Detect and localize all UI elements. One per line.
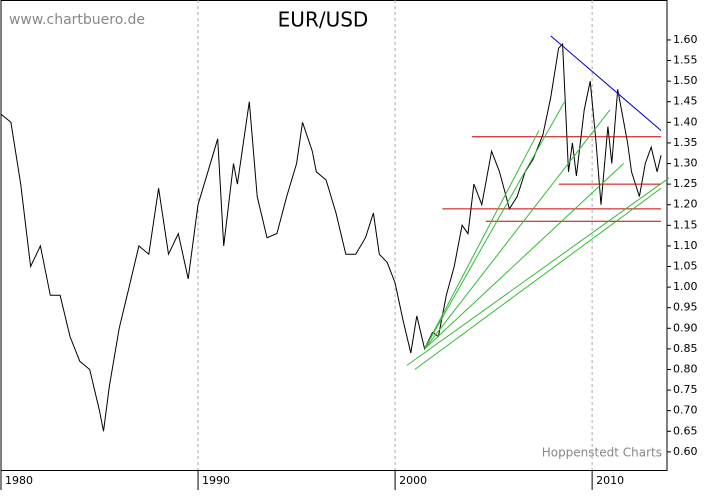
y-tick-label: 1.20 (673, 198, 698, 211)
y-tick-label: 1.40 (673, 115, 698, 128)
y-tick-label: 0.60 (673, 445, 698, 458)
y-tick-label: 1.55 (673, 54, 698, 67)
y-tick-label: 1.10 (673, 239, 698, 252)
y-tick-label: 1.05 (673, 260, 698, 273)
y-tick-label: 1.50 (673, 74, 698, 87)
y-tick-label: 1.35 (673, 136, 698, 149)
y-tick-label: 1.30 (673, 157, 698, 170)
y-tick-label: 1.60 (673, 33, 698, 46)
x-tick-label: 1980 (5, 474, 33, 487)
y-tick-label: 1.00 (673, 280, 698, 293)
y-tick-label: 1.25 (673, 177, 698, 190)
source: Hoppenstedt Charts (542, 446, 662, 460)
y-tick-label: 1.45 (673, 95, 698, 108)
trend-line (414, 187, 662, 370)
y-tick-label: 0.65 (673, 424, 698, 437)
x-tick-label: 2000 (399, 474, 427, 487)
x-tick-label: 1990 (202, 474, 230, 487)
price-line (0, 42, 662, 432)
trend-line (424, 130, 540, 350)
plot-frame (0, 0, 668, 471)
trend-line (406, 177, 670, 366)
y-tick-label: 0.95 (673, 301, 698, 314)
watermark: www.chartbuero.de (9, 12, 145, 28)
y-tick-label: 0.75 (673, 383, 698, 396)
y-tick-label: 0.90 (673, 321, 698, 334)
chart-title: EUR/USD (278, 8, 369, 32)
trend-line (424, 101, 565, 350)
trend-line (424, 109, 611, 350)
y-tick-label: 0.80 (673, 362, 698, 375)
trend-line (550, 35, 662, 131)
y-tick-label: 1.15 (673, 218, 698, 231)
y-tick-label: 0.70 (673, 404, 698, 417)
trend-line (424, 163, 624, 350)
x-tick-label: 2010 (596, 474, 624, 487)
y-tick-label: 0.85 (673, 342, 698, 355)
